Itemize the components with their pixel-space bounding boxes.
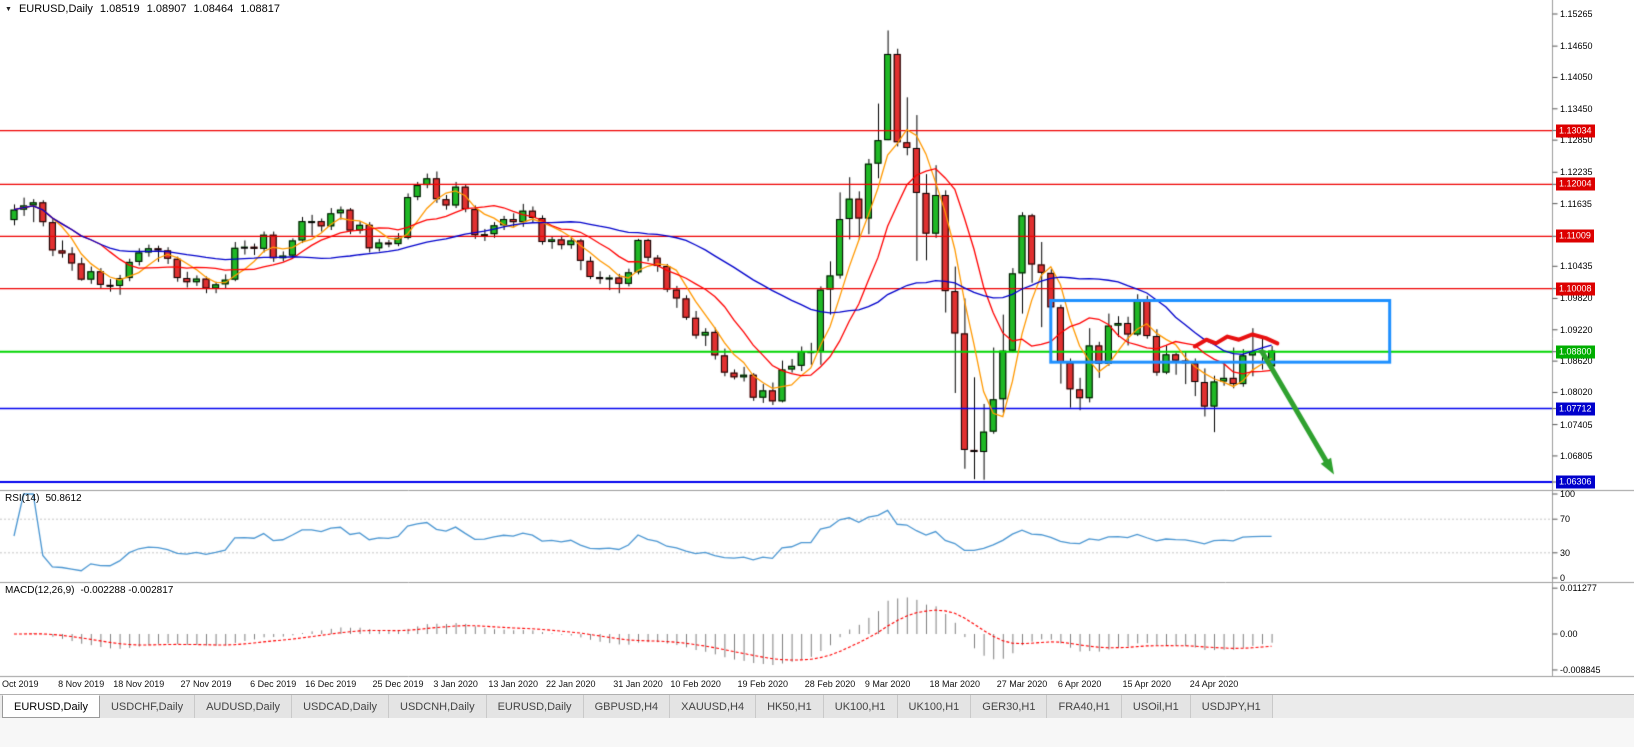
price-axis-tick: 1.14050	[1560, 72, 1593, 83]
date-label: 31 Jan 2020	[613, 679, 663, 689]
macd-axis-tick: -0.008845	[1560, 664, 1601, 675]
chart-tab-bar: EURUSD,Daily USDCHF,Daily AUDUSD,Daily USDC…	[0, 694, 1634, 718]
macd-axis-tick: 0.011277	[1560, 583, 1597, 594]
price-level-badge: 1.08800	[1556, 345, 1595, 359]
price-level-badge: 1.07712	[1556, 402, 1595, 416]
chart-tab-hk50-h1[interactable]: HK50,H1	[756, 695, 824, 718]
date-label: 10 Feb 2020	[670, 679, 721, 689]
chart-tab-audusd-daily[interactable]: AUDUSD,Daily	[195, 695, 293, 718]
price-axis-tick: 1.12850	[1560, 135, 1593, 146]
chart-tab-fra40-h1[interactable]: FRA40,H1	[1047, 695, 1122, 718]
date-label: 18 Nov 2019	[113, 679, 165, 689]
chart-tab-usdjpy-h1[interactable]: USDJPY,H1	[1190, 695, 1273, 718]
ohlc-close-value: 1.08817	[240, 3, 280, 15]
ohlc-low-value: 1.08464	[193, 3, 234, 15]
rsi-axis-tick: 30	[1560, 547, 1571, 558]
chart-tab-gbpusd-h4[interactable]: GBPUSD,H4	[583, 695, 671, 718]
price-level-badge: 1.06306	[1556, 475, 1595, 489]
price-axis-tick: 1.06805	[1560, 450, 1593, 461]
date-label: 6 Dec 2019	[250, 679, 297, 689]
price-axis-tick: 1.09220	[1560, 324, 1593, 335]
date-label: 15 Apr 2020	[1122, 679, 1172, 689]
rsi-axis-tick: 70	[1560, 514, 1571, 525]
price-axis-tick: 1.08020	[1560, 387, 1593, 398]
chart-symbol-label: EURUSD,Daily	[18, 3, 93, 15]
price-axis-tick: 1.11635	[1560, 198, 1592, 209]
chart-menu-icon[interactable]: ▼	[5, 5, 12, 13]
date-label: 30 Oct 2019	[0, 679, 39, 689]
date-label: 22 Jan 2020	[546, 679, 596, 689]
price-level-badge: 1.11009	[1556, 229, 1594, 243]
price-axis-tick: 1.09820	[1560, 293, 1593, 304]
price-axis-tick: 1.13450	[1560, 103, 1593, 114]
price-axis-tick: 1.07405	[1560, 419, 1593, 430]
date-label: 16 Dec 2019	[305, 679, 357, 689]
price-axis-tick: 1.08620	[1560, 356, 1593, 367]
rsi-current-value: 50.8612	[45, 493, 82, 504]
chart-tab-uk100-h1[interactable]: UK100,H1	[897, 695, 972, 718]
price-axis-tick: 1.10435	[1560, 261, 1593, 272]
date-label: 19 Feb 2020	[737, 679, 789, 689]
date-label: 27 Mar 2020	[996, 679, 1048, 689]
rsi-axis-tick: 100	[1560, 489, 1576, 499]
date-label: 8 Nov 2019	[58, 679, 105, 689]
date-label: 24 Apr 2020	[1189, 679, 1239, 689]
chart-tab-usdcnh-daily[interactable]: USDCNH,Daily	[389, 695, 487, 718]
price-level-badge: 1.10008	[1556, 282, 1595, 296]
chart-tab-ger30-h1[interactable]: GER30,H1	[971, 695, 1048, 718]
ohlc-open-value: 1.08519	[99, 3, 140, 15]
ohlc-high-value: 1.08907	[146, 3, 187, 15]
window-bottom-strip	[0, 718, 1634, 747]
price-level-badge: 1.13034	[1556, 124, 1595, 138]
date-label: 13 Jan 2020	[488, 679, 538, 689]
rsi-axis-tick: 0	[1560, 573, 1566, 583]
date-label: 3 Jan 2020	[433, 679, 478, 689]
price-axis-tick: 1.15265	[1560, 9, 1593, 19]
chart-tab-xauusd-h4[interactable]: XAUUSD,H4	[670, 695, 757, 718]
macd-indicator-label: MACD(12,26,9) -0.002288 -0.002817	[5, 585, 179, 596]
chart-header: ▼ EURUSD,Daily 1.08519 1.08907 1.08464 1…	[5, 3, 280, 15]
date-label: 6 Apr 2020	[1057, 679, 1102, 689]
chart-tab-usdcad-daily[interactable]: USDCAD,Daily	[292, 695, 390, 718]
chart-tab-eurusd-daily[interactable]: EURUSD,Daily	[486, 695, 584, 718]
date-label: 9 Mar 2020	[864, 679, 911, 689]
price-level-badge: 1.12004	[1556, 177, 1595, 191]
price-axis-tick: 1.14650	[1560, 41, 1593, 52]
date-label: 25 Dec 2019	[372, 679, 424, 689]
macd-current-values: -0.002288 -0.002817	[80, 585, 174, 596]
date-label: 27 Nov 2019	[180, 679, 232, 689]
chart-tab-usoil-h1[interactable]: USOil,H1	[1121, 695, 1191, 718]
price-axis-tick: 1.12235	[1560, 167, 1593, 178]
chart-tab-eurusd-daily[interactable]: EURUSD,Daily	[2, 695, 100, 718]
macd-name: MACD(12,26,9)	[5, 585, 75, 596]
chart-tab-usdchf-daily[interactable]: USDCHF,Daily	[99, 695, 196, 718]
macd-axis-tick: 0.00	[1560, 629, 1578, 639]
date-label: 18 Mar 2020	[929, 679, 981, 689]
date-label: 28 Feb 2020	[804, 679, 856, 689]
rsi-indicator-label: RSI(14) 50.8612	[5, 493, 88, 504]
rsi-name: RSI(14)	[5, 493, 40, 504]
chart-tab-uk100-h1[interactable]: UK100,H1	[823, 695, 898, 718]
